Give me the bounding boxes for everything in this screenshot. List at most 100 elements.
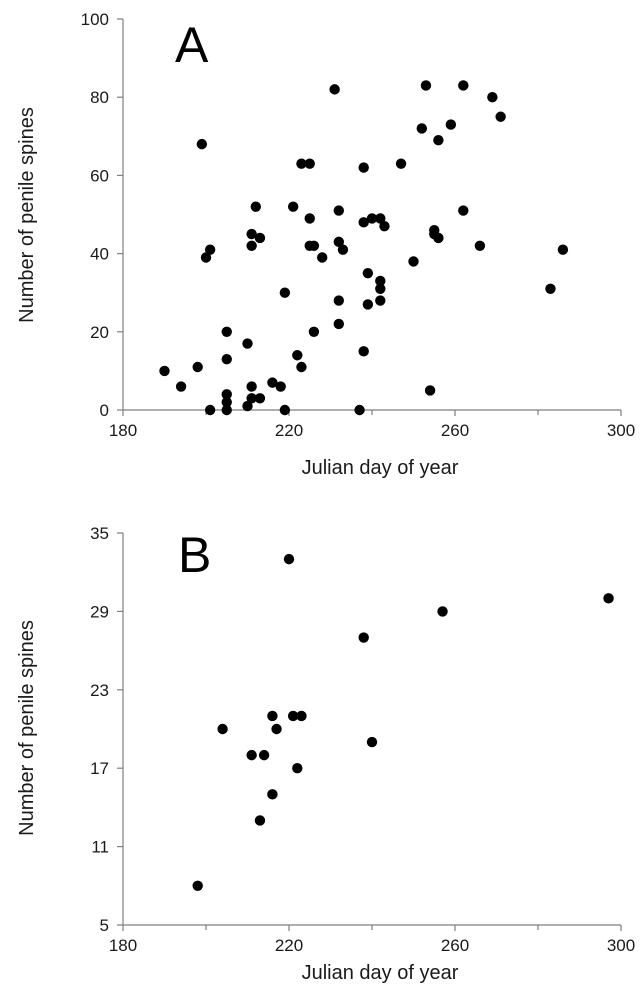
panel-b-x-axis-title: Julian day of year: [302, 962, 459, 984]
panel-b-y-tick-label: 5: [100, 916, 109, 935]
data-point: [545, 283, 556, 294]
data-point: [424, 385, 436, 396]
data-point: [375, 283, 386, 294]
panel-b-label: B: [178, 527, 211, 583]
panel-a-x-tick-label: 180: [109, 421, 137, 440]
data-point: [495, 111, 506, 122]
panel-b-x-tick-label: 260: [441, 936, 469, 955]
data-point: [420, 80, 432, 91]
panel-b: B 180 220 260 300 5 11 17 23 29 35 Julian day of …: [16, 524, 635, 984]
data-point: [366, 736, 378, 748]
data-point: [433, 232, 444, 244]
data-point: [221, 353, 232, 365]
panel-b-y-tick-label: 29: [90, 602, 109, 621]
panel-b-y-axis-title: Number of penile spines: [16, 620, 38, 836]
data-point: [246, 228, 257, 240]
data-point: [395, 158, 407, 169]
data-point: [204, 244, 216, 255]
data-point: [292, 763, 303, 774]
data-point: [354, 404, 365, 416]
data-point: [296, 710, 307, 722]
panel-a-y-tick-label: 40: [90, 245, 109, 264]
data-point: [308, 240, 320, 251]
data-point: [217, 723, 228, 735]
data-point: [279, 404, 291, 416]
data-point: [375, 213, 386, 224]
data-point: [337, 244, 349, 255]
data-point: [196, 138, 208, 150]
data-point: [362, 267, 374, 279]
data-point: [304, 158, 315, 169]
data-point: [242, 338, 253, 349]
panel-b-axes: [122, 533, 621, 926]
data-point: [254, 815, 266, 826]
data-point: [246, 393, 257, 404]
panel-b-x-tick-label: 300: [607, 936, 635, 955]
data-point: [275, 381, 286, 392]
data-point: [358, 346, 369, 357]
panel-a: A 180 220 260 300 0 20 40 60 80 100 Julian day of…: [16, 10, 635, 479]
panel-b-ticks: 180 220 260 300 5 11 17 23 29 35: [90, 524, 635, 955]
data-point: [458, 205, 469, 216]
data-point: [254, 393, 266, 404]
data-point: [200, 252, 212, 263]
panel-b-points: [192, 553, 614, 891]
data-point: [221, 389, 232, 400]
data-point: [317, 252, 328, 263]
data-point: [267, 377, 278, 388]
data-point: [557, 244, 569, 255]
data-point: [175, 381, 187, 392]
panel-b-y-tick-label: 35: [90, 524, 109, 543]
data-point: [287, 710, 299, 722]
panel-a-y-axis-title: Number of penile spines: [16, 107, 38, 323]
data-point: [242, 400, 253, 412]
data-point: [379, 221, 390, 232]
panel-b-y-tick-label: 11: [91, 838, 109, 857]
data-point: [333, 295, 344, 306]
data-point: [204, 404, 216, 416]
panel-b-x-tick-label: 180: [109, 936, 137, 955]
data-point: [254, 232, 266, 244]
panel-a-y-tick-label: 0: [100, 401, 109, 420]
data-point: [358, 632, 369, 643]
data-point: [267, 789, 278, 800]
panel-a-y-tick-label: 60: [90, 166, 109, 185]
panel-a-points: [159, 80, 569, 416]
data-point: [458, 80, 469, 91]
data-point: [246, 749, 257, 761]
panel-a-x-axis-title: Julian day of year: [302, 457, 459, 479]
data-point: [366, 213, 378, 224]
data-point: [416, 123, 427, 134]
data-point: [433, 135, 444, 146]
panel-b-y-tick-label: 23: [90, 681, 109, 700]
data-point: [333, 205, 344, 216]
data-point: [159, 365, 170, 377]
panel-a-y-tick-label: 20: [90, 323, 109, 342]
data-point: [192, 880, 203, 891]
data-point: [192, 361, 203, 373]
panel-b-x-tick-label: 220: [275, 936, 303, 955]
panel-a-x-tick-label: 220: [275, 421, 303, 440]
panel-a-label: A: [175, 17, 209, 73]
data-point: [221, 404, 232, 416]
data-point: [267, 710, 278, 722]
data-point: [333, 236, 344, 248]
data-point: [358, 217, 369, 228]
data-point: [271, 723, 282, 735]
data-point: [445, 119, 457, 130]
data-point: [221, 326, 232, 337]
data-point: [296, 158, 307, 169]
data-point: [292, 350, 303, 361]
data-point: [487, 92, 498, 103]
data-point: [258, 749, 270, 761]
data-point: [375, 275, 386, 287]
panel-a-ticks: 180 220 260 300 0 20 40 60 80 100: [81, 10, 636, 440]
data-point: [603, 593, 614, 604]
data-point: [408, 256, 419, 267]
data-point: [308, 326, 320, 337]
data-point: [221, 396, 232, 408]
data-point: [375, 295, 386, 306]
data-point: [437, 606, 448, 617]
data-point: [329, 84, 340, 95]
